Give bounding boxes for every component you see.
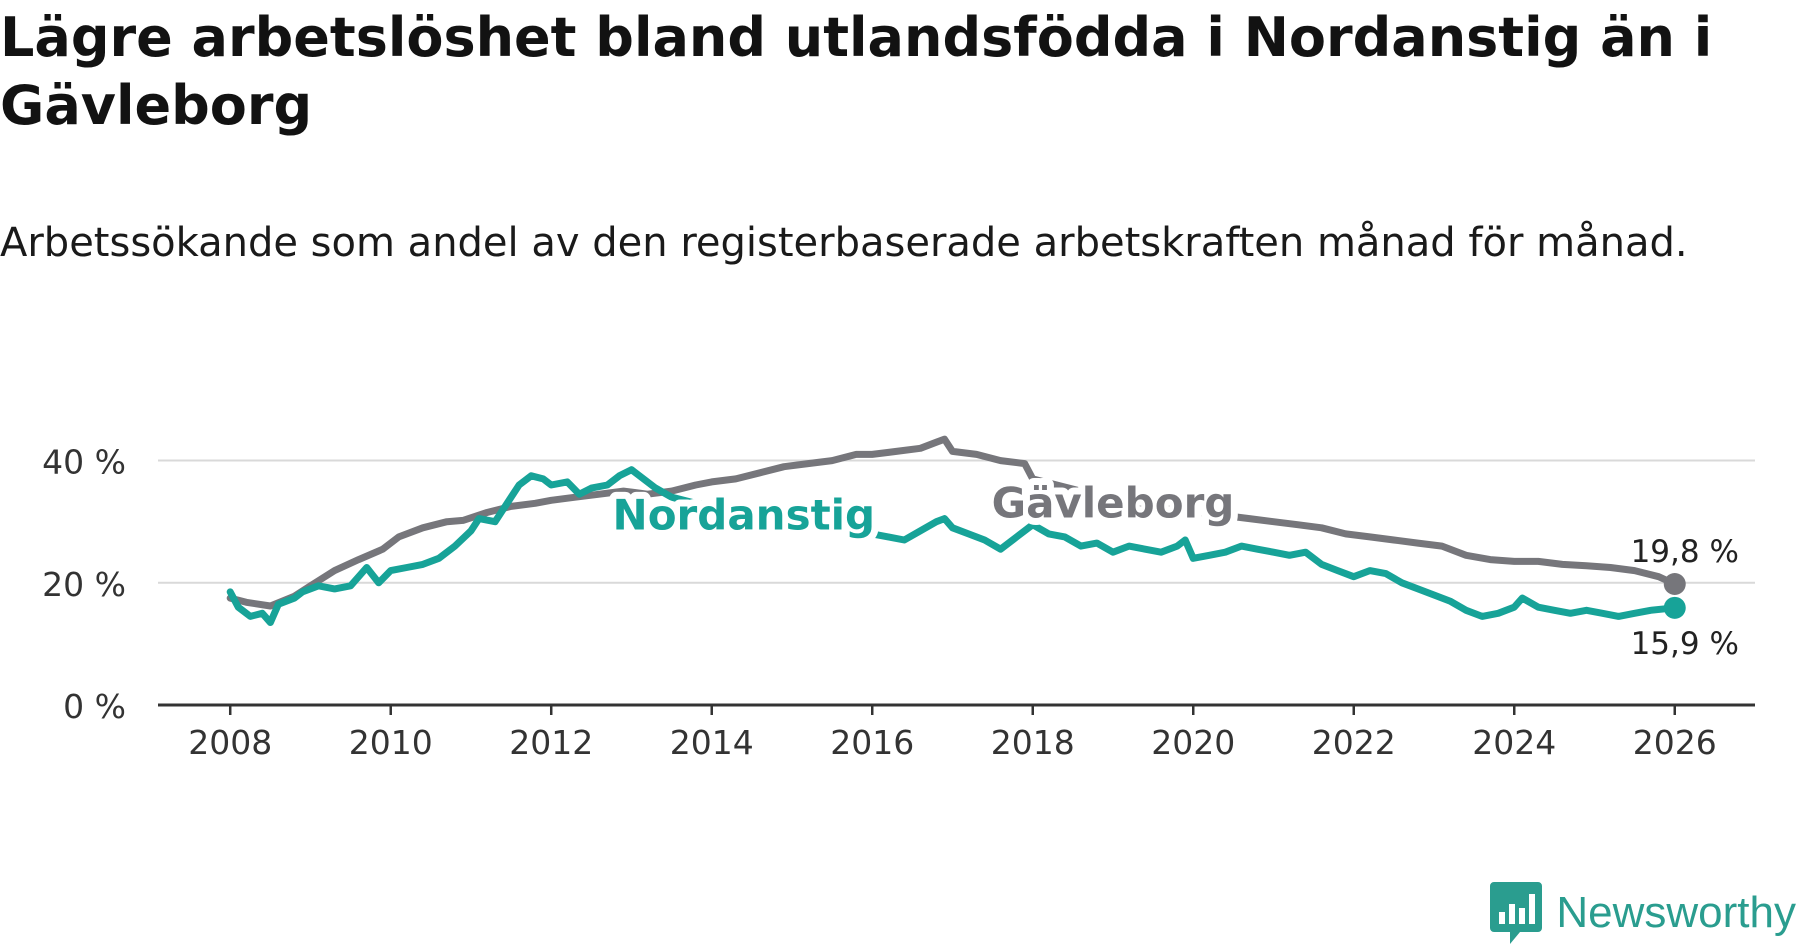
end-label-gavleborg: 19,8 % xyxy=(1631,534,1739,570)
series-line-nordanstig xyxy=(226,466,1679,626)
x-tick-label: 2008 xyxy=(188,723,272,762)
x-tick-label: 2024 xyxy=(1472,723,1556,762)
x-tick-label: 2018 xyxy=(991,723,1075,762)
series-labels: 19,8 %15,9 %GävleborgGävleborgNordanstig… xyxy=(606,471,1739,662)
brand-name: Newsworthy xyxy=(1556,888,1796,937)
inline-label-halo: Gävleborg xyxy=(992,478,1235,527)
x-tick-label: 2016 xyxy=(830,723,914,762)
chart-title: Lägre arbetslöshet bland utlandsfödda i … xyxy=(0,6,1713,137)
series-lines xyxy=(226,435,1686,626)
end-marker-gavleborg xyxy=(1663,573,1686,595)
x-tick-label: 2010 xyxy=(349,723,433,762)
end-marker-nordanstig xyxy=(1663,596,1686,619)
chart-subtitle: Arbetssökande som andel av den registerb… xyxy=(0,220,1688,266)
x-tick-label: 2014 xyxy=(670,723,754,762)
inline-label-halo: Nordanstig xyxy=(613,491,876,540)
inline-label-gavleborg: Gävleborg xyxy=(992,478,1235,527)
bar-chart-icon xyxy=(1490,882,1543,944)
newsworthy-logo: Newsworthy xyxy=(1490,878,1796,948)
axes: 0 % 20 % 40 % 2008 2010 2012 2014 2016 2018 2020 2… xyxy=(42,443,1755,762)
y-tick-label: 0 % xyxy=(63,687,126,726)
x-tick-label: 2026 xyxy=(1633,723,1717,762)
x-tick-label: 2012 xyxy=(509,723,593,762)
series-line-gavleborg xyxy=(226,435,1679,610)
x-tick-label: 2022 xyxy=(1312,723,1396,762)
gridlines xyxy=(158,459,1755,584)
x-tick-label: 2020 xyxy=(1151,723,1235,762)
y-tick-label: 20 % xyxy=(42,565,126,604)
end-label-nordanstig: 15,9 % xyxy=(1631,626,1739,662)
inline-label-nordanstig: Nordanstig xyxy=(613,491,876,540)
y-tick-label: 40 % xyxy=(42,443,126,482)
